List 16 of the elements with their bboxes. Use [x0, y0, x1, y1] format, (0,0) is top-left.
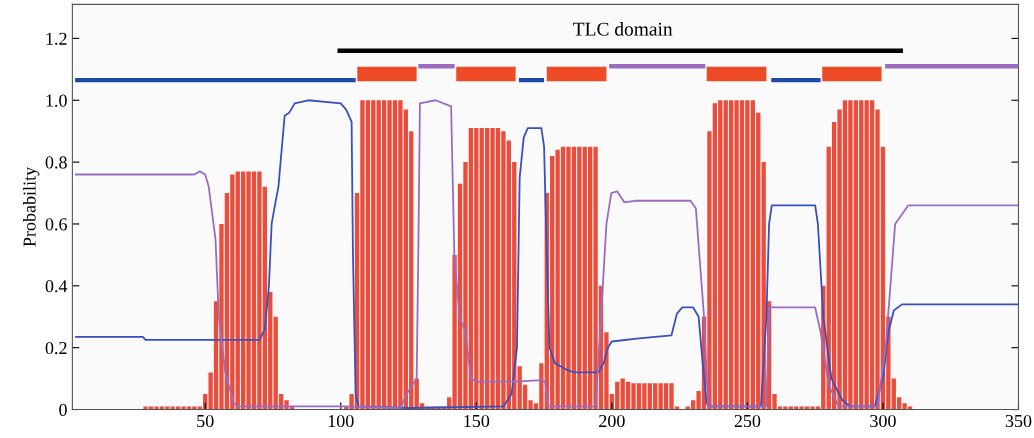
x-tick-label: 150	[464, 414, 490, 428]
y-tick-label: 0.6	[45, 218, 67, 231]
y-tick-label: 0.8	[45, 156, 67, 169]
y-tick-label: 1.0	[46, 94, 67, 107]
y-tick-label: 0	[59, 403, 67, 416]
x-tick-label: 200	[599, 414, 625, 428]
y-axis-title: Probability	[22, 166, 40, 247]
y-tick-label: 0.4	[45, 280, 68, 293]
y-tick-label: 1.2	[46, 32, 67, 45]
x-tick-label: 50	[197, 414, 214, 428]
x-tick-label: 350	[1005, 414, 1032, 428]
x-tick-label: 250	[734, 414, 761, 428]
annotation: TLC domain	[573, 22, 673, 36]
x-tick-label: 100	[328, 414, 354, 428]
y-tick-label: 0.2	[45, 341, 67, 355]
x-tick-label: 300	[870, 414, 896, 428]
